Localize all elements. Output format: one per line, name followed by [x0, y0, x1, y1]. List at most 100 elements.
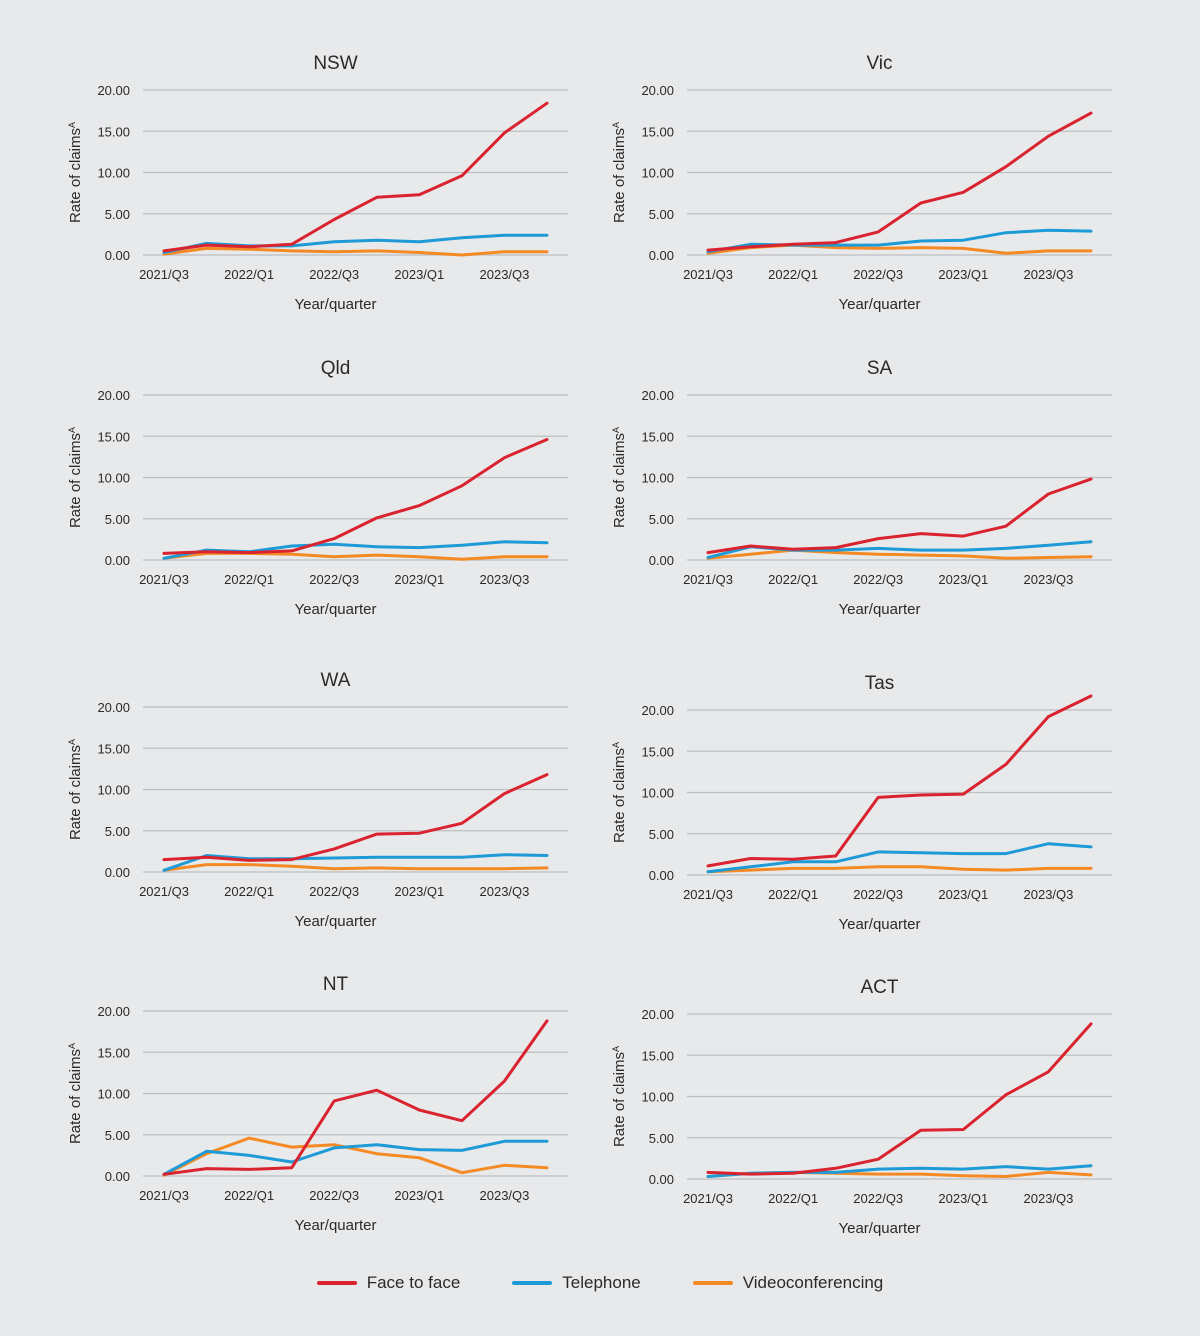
chart-panel-vic: Vic 0.00 5.00 10.00 15.00 20.00 2021/Q3 2022/Q1… — [604, 45, 1164, 345]
line-chart: NT 0.00 5.00 10.00 15.00 20.00 2021/Q3 2022/Q1 2… — [67, 974, 568, 1234]
y-tick-label: 5.00 — [649, 512, 674, 527]
y-tick-label: 15.00 — [97, 124, 130, 139]
chart-title: NT — [323, 974, 349, 995]
x-tick-label: 2021/Q3 — [683, 572, 733, 587]
y-tick-label: 20.00 — [641, 388, 674, 403]
line-chart: Qld 0.00 5.00 10.00 15.00 20.00 2021/Q3 2022/Q1… — [67, 358, 568, 618]
y-tick-label: 15.00 — [97, 1045, 130, 1060]
x-tick-label: 2022/Q1 — [224, 267, 274, 282]
legend-label: Face to face — [366, 1273, 461, 1292]
x-axis-label: Year/quarter — [294, 601, 376, 618]
line-chart: Vic 0.00 5.00 10.00 15.00 20.00 2021/Q3 2022/Q1… — [611, 53, 1112, 313]
x-tick-label: 2023/Q1 — [394, 572, 444, 587]
y-tick-label: 0.00 — [105, 865, 130, 880]
legend-label: Telephone — [562, 1273, 641, 1292]
series-line-face-to-face — [706, 111, 1093, 252]
x-tick-label: 2023/Q1 — [394, 884, 444, 899]
footnote-marker: A — [67, 739, 77, 745]
x-tick-label: 2022/Q3 — [853, 267, 903, 282]
series-line-videoconferencing — [162, 551, 549, 561]
y-tick-label: 10.00 — [641, 1090, 674, 1105]
x-axis-label: Year/quarter — [838, 296, 920, 313]
series-line-face-to-face — [706, 1022, 1093, 1176]
y-tick-label: 10.00 — [97, 1087, 130, 1102]
line-chart: Tas 0.00 5.00 10.00 15.00 20.00 2021/Q3 2022/Q1… — [611, 673, 1112, 933]
series-line-videoconferencing — [706, 548, 1093, 560]
x-tick-label: 2023/Q3 — [1024, 572, 1074, 587]
footnote-marker: A — [611, 122, 621, 128]
chart-panel-qld: Qld 0.00 5.00 10.00 15.00 20.00 2021/Q3 2022/Q1… — [60, 350, 620, 650]
y-tick-label: 10.00 — [97, 783, 130, 798]
x-tick-label: 2021/Q3 — [139, 267, 189, 282]
y-tick-label: 20.00 — [97, 700, 130, 715]
x-tick-label: 2023/Q3 — [1024, 267, 1074, 282]
y-tick-label: 0.00 — [649, 1172, 674, 1187]
y-tick-label: 20.00 — [97, 1004, 130, 1019]
x-tick-label: 2023/Q1 — [394, 267, 444, 282]
x-tick-label: 2022/Q3 — [853, 572, 903, 587]
series-line-face-to-face — [162, 438, 549, 555]
y-tick-label: 20.00 — [641, 1007, 674, 1022]
series-line-telephone — [162, 853, 549, 872]
y-tick-label: 0.00 — [649, 868, 674, 883]
chart-title: Qld — [321, 358, 351, 379]
x-axis-label: Year/quarter — [294, 296, 376, 313]
x-tick-label: 2021/Q3 — [683, 887, 733, 902]
x-tick-label: 2022/Q1 — [768, 1191, 818, 1206]
chart-panel-sa: SA 0.00 5.00 10.00 15.00 20.00 2021/Q3 2022/Q1 2… — [604, 350, 1164, 650]
line-chart: ACT 0.00 5.00 10.00 15.00 20.00 2021/Q3 2022/Q1… — [611, 977, 1112, 1237]
y-axis-label: Rate of claimsA — [611, 122, 628, 223]
y-tick-label: 15.00 — [641, 1048, 674, 1063]
series-line-face-to-face — [162, 773, 549, 862]
x-tick-label: 2023/Q1 — [938, 267, 988, 282]
y-tick-label: 15.00 — [641, 429, 674, 444]
line-chart: SA 0.00 5.00 10.00 15.00 20.00 2021/Q3 2022/Q1 2… — [611, 358, 1112, 618]
footnote-marker: A — [611, 427, 621, 433]
y-tick-label: 5.00 — [105, 1128, 130, 1143]
y-tick-label: 5.00 — [649, 207, 674, 222]
series-line-videoconferencing — [706, 865, 1093, 874]
legend-swatch-telephone — [512, 1281, 553, 1285]
y-tick-label: 10.00 — [641, 471, 674, 486]
y-tick-label: 0.00 — [649, 248, 674, 263]
legend-swatch-face-to-face — [316, 1281, 357, 1285]
series-line-videoconferencing — [162, 246, 549, 257]
legend: Face to face Telephone Videoconferencing — [0, 1268, 1200, 1298]
legend-item-face-to-face: Face to face — [316, 1273, 461, 1293]
chart-title: WA — [321, 670, 351, 691]
chart-title: NSW — [313, 53, 357, 74]
line-chart: WA 0.00 5.00 10.00 15.00 20.00 2021/Q3 2022/Q1 2… — [67, 670, 568, 930]
x-axis-label: Year/quarter — [838, 601, 920, 618]
x-tick-label: 2022/Q1 — [224, 884, 274, 899]
x-tick-label: 2022/Q1 — [768, 572, 818, 587]
footnote-marker: A — [67, 427, 77, 433]
series-line-telephone — [162, 1139, 549, 1176]
y-tick-label: 5.00 — [105, 207, 130, 222]
x-axis-label: Year/quarter — [294, 913, 376, 930]
x-tick-label: 2022/Q1 — [768, 887, 818, 902]
x-tick-label: 2022/Q1 — [224, 1188, 274, 1203]
x-tick-label: 2021/Q3 — [683, 267, 733, 282]
chart-title: ACT — [861, 977, 899, 998]
y-tick-label: 5.00 — [105, 512, 130, 527]
x-tick-label: 2023/Q1 — [938, 572, 988, 587]
footnote-marker: A — [67, 122, 77, 128]
y-axis-label: Rate of claimsA — [611, 427, 628, 528]
x-tick-label: 2022/Q3 — [309, 884, 359, 899]
y-tick-label: 20.00 — [97, 83, 130, 98]
legend-swatch-videoconferencing — [692, 1281, 733, 1285]
x-tick-label: 2023/Q3 — [480, 267, 530, 282]
footnote-marker: A — [611, 742, 621, 748]
x-tick-label: 2023/Q3 — [1024, 887, 1074, 902]
x-tick-label: 2022/Q3 — [309, 1188, 359, 1203]
y-axis-label: Rate of claimsA — [67, 1043, 84, 1144]
y-tick-label: 20.00 — [97, 388, 130, 403]
y-tick-label: 10.00 — [641, 786, 674, 801]
footnote-marker: A — [67, 1043, 77, 1049]
series-line-face-to-face — [162, 101, 549, 253]
chart-panel-act: ACT 0.00 5.00 10.00 15.00 20.00 2021/Q3 2022/Q1… — [604, 969, 1164, 1269]
series-line-face-to-face — [706, 694, 1093, 868]
x-tick-label: 2021/Q3 — [683, 1191, 733, 1206]
y-tick-label: 5.00 — [649, 1131, 674, 1146]
series-line-videoconferencing — [162, 1136, 549, 1177]
